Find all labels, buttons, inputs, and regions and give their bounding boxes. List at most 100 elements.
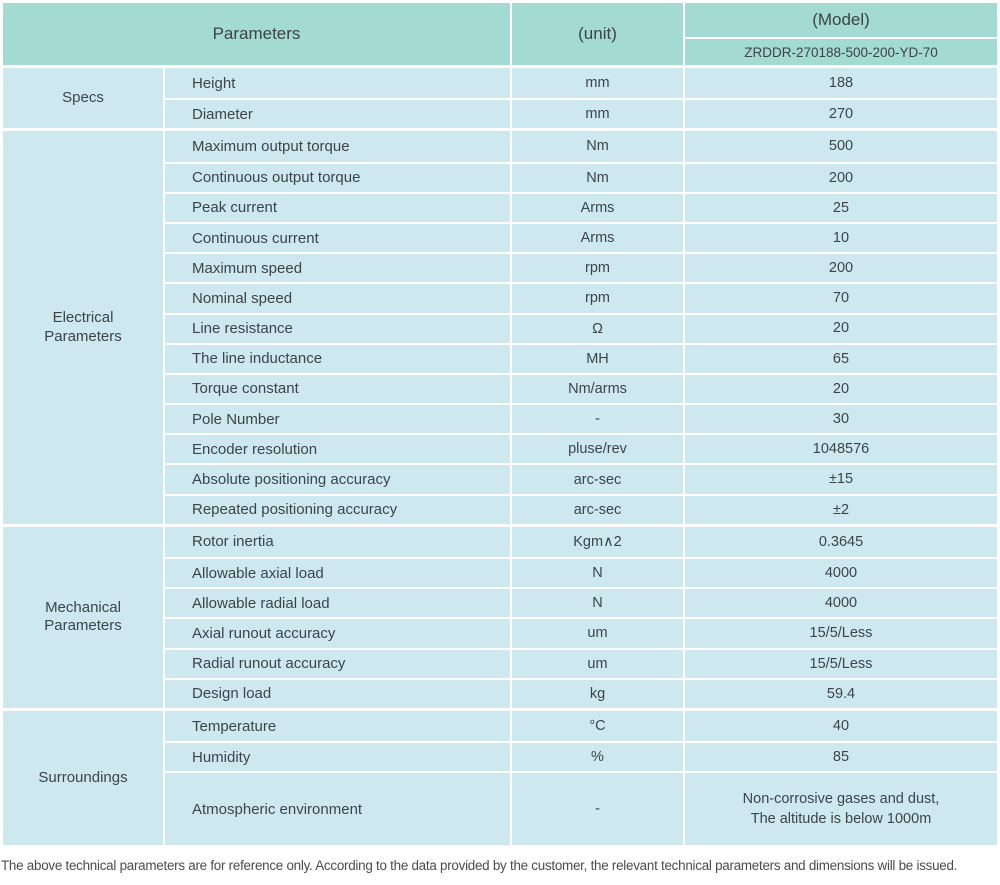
- unit-cell: Ω: [512, 314, 685, 343]
- value-cell: 15/5/Less: [809, 625, 873, 642]
- value-cell: 10: [832, 229, 850, 246]
- table-row: Maximum speed rpm 200: [165, 252, 997, 283]
- table-row: Repeated positioning accuracy arc-sec ±2: [165, 493, 997, 524]
- header-model: (Model): [685, 3, 997, 39]
- header-unit: (unit): [512, 3, 685, 65]
- table-row: Absolute positioning accuracy arc-sec ±15: [165, 463, 997, 494]
- param-cell: Maximum output torque: [165, 131, 512, 162]
- unit-cell: Nm: [512, 131, 685, 162]
- unit-cell: kg: [512, 679, 685, 708]
- table-row: Design load kg 59.4: [165, 677, 997, 708]
- value-cell: 25: [832, 199, 850, 216]
- header-model-group: (Model) ZRDDR-270188-500-200-YD-70: [685, 3, 997, 65]
- param-cell: Maximum speed: [165, 254, 512, 283]
- table-row: Continuous output torque Nm 200: [165, 161, 997, 192]
- unit-cell: °C: [512, 710, 685, 742]
- section-label: Electrical Parameters: [3, 131, 165, 524]
- param-cell: Design load: [165, 679, 512, 708]
- param-cell: Pole Number: [165, 405, 512, 434]
- unit-cell: arc-sec: [512, 495, 685, 524]
- param-cell: The line inductance: [165, 344, 512, 373]
- value-cell: 15/5/Less: [809, 655, 873, 672]
- table-body: Specs Height mm 188 Diameter mm 270 Electrical …: [3, 68, 997, 846]
- param-cell: Nominal speed: [165, 284, 512, 313]
- unit-cell: um: [512, 649, 685, 678]
- table-row: Atmospheric environment - Non-corrosive ga…: [165, 771, 997, 846]
- table-row: Line resistance Ω 20: [165, 312, 997, 343]
- unit-cell: mm: [512, 100, 685, 129]
- unit-cell: pluse/rev: [512, 435, 685, 464]
- value-cell: 188: [828, 74, 854, 91]
- unit-cell: um: [512, 619, 685, 648]
- unit-cell: rpm: [512, 254, 685, 283]
- unit-cell: Arms: [512, 193, 685, 222]
- unit-cell: mm: [512, 68, 685, 99]
- table-row: Encoder resolution pluse/rev 1048576: [165, 433, 997, 464]
- table-row: Rotor inertia Kgm∧2 0.3645: [165, 526, 997, 557]
- table-row: Continuous current Arms 10: [165, 221, 997, 253]
- param-cell: Allowable axial load: [165, 559, 512, 588]
- param-cell: Rotor inertia: [165, 526, 512, 557]
- table-row: Torque constant Nm/arms 20: [165, 372, 997, 404]
- unit-cell: N: [512, 589, 685, 618]
- table-header: Parameters (unit) (Model) ZRDDR-270188-5…: [3, 3, 997, 65]
- value-cell: 70: [832, 290, 850, 307]
- section-label: Mechanical Parameters: [3, 526, 165, 708]
- header-model-number: ZRDDR-270188-500-200-YD-70: [744, 44, 938, 60]
- value-cell: 200: [828, 169, 854, 186]
- table-row: Peak current Arms 25: [165, 191, 997, 222]
- param-cell: Diameter: [165, 100, 512, 129]
- spec-table: Parameters (unit) (Model) ZRDDR-270188-5…: [3, 3, 997, 846]
- value-cell: 4000: [824, 595, 858, 612]
- param-cell: Continuous current: [165, 223, 512, 253]
- value-cell: ±2: [832, 501, 850, 518]
- param-cell: Absolute positioning accuracy: [165, 465, 512, 494]
- table-row: Pole Number - 30: [165, 403, 997, 434]
- unit-cell: Nm: [512, 163, 685, 192]
- param-cell: Height: [165, 68, 512, 99]
- section-label: Specs: [3, 68, 165, 129]
- value-cell: 0.3645: [818, 533, 864, 550]
- table-row: Radial runout accuracy um 15/5/Less: [165, 647, 997, 678]
- param-cell: Temperature: [165, 710, 512, 742]
- table-row: Humidity% 85: [165, 741, 997, 772]
- param-cell: Line resistance: [165, 314, 512, 343]
- table-row: Maximum output torque Nm 500: [165, 131, 997, 162]
- section-label: Surroundings: [3, 710, 165, 846]
- footnote: The above technical parameters are for r…: [1, 858, 958, 874]
- param-cell: Torque constant: [165, 374, 512, 404]
- value-cell: 1048576: [812, 441, 870, 458]
- unit-cell: arc-sec: [512, 465, 685, 494]
- param-cell: Repeated positioning accuracy: [165, 495, 512, 524]
- param-cell: Allowable radial load: [165, 589, 512, 618]
- param-cell: Peak current: [165, 193, 512, 222]
- table-row: Diameter mm 270: [165, 98, 997, 129]
- value-cell: 20: [832, 320, 850, 337]
- unit-cell: -: [512, 773, 685, 846]
- param-cell: Encoder resolution: [165, 435, 512, 464]
- table-row: Height mm 188: [165, 68, 997, 99]
- value-cell: ±15: [828, 471, 854, 488]
- value-cell: 500: [828, 138, 854, 155]
- param-cell: Continuous output torque: [165, 163, 512, 192]
- section-surroundings: Surroundings Temperature °C 40 Humidity% 85 At…: [3, 710, 997, 846]
- unit-cell: Arms: [512, 223, 685, 253]
- value-cell: 59.4: [826, 685, 856, 702]
- section-electrical-parameters: Electrical Parameters Maximum output torq…: [3, 131, 997, 524]
- table-row: Axial runout accuracy um 15/5/Less: [165, 617, 997, 648]
- value-cell: 40: [832, 717, 850, 734]
- param-cell: Axial runout accuracy: [165, 619, 512, 648]
- unit-cell: Nm/arms: [512, 374, 685, 404]
- unit-cell: MH: [512, 344, 685, 373]
- unit-cell: Kgm∧2: [512, 526, 685, 557]
- value-cell: 200: [828, 260, 854, 277]
- value-cell: 30: [832, 411, 850, 427]
- param-cell: Atmospheric environment: [165, 773, 512, 846]
- value-cell: 4000: [824, 564, 858, 581]
- value-cell: Non-corrosive gases and dust, The altitu…: [742, 791, 940, 828]
- param-cell: Humidity: [165, 743, 512, 772]
- unit-cell: rpm: [512, 284, 685, 313]
- unit-cell: N: [512, 559, 685, 588]
- section-specs: Specs Height mm 188 Diameter mm 270: [3, 68, 997, 129]
- value-cell: 65: [832, 350, 850, 367]
